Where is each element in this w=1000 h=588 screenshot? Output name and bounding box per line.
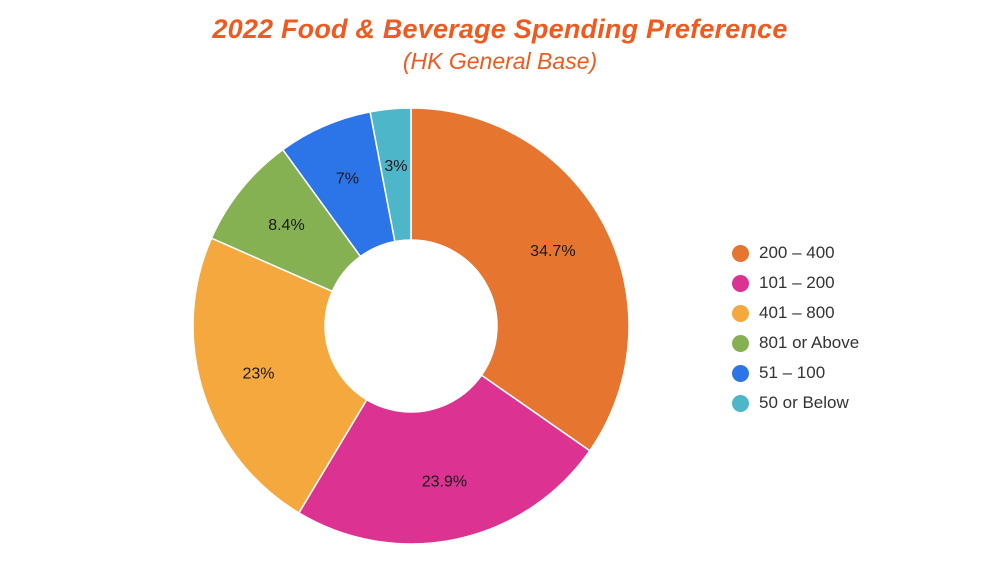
legend-item-101-200[interactable]: 101 – 200 bbox=[732, 268, 859, 298]
legend-swatch bbox=[732, 244, 749, 262]
legend-item-200-400[interactable]: 200 – 400 bbox=[732, 238, 859, 268]
data-label-401-800: 23% bbox=[243, 366, 275, 383]
legend-swatch bbox=[732, 364, 749, 382]
slice-101-200[interactable] bbox=[297, 374, 591, 545]
legend-swatch bbox=[732, 304, 749, 322]
chart-legend: 200 – 400 101 – 200 401 – 800 801 or Above 5… bbox=[732, 238, 859, 418]
data-label-200-400: 34.7% bbox=[530, 243, 575, 260]
data-label-50-or-below: 3% bbox=[384, 158, 407, 175]
legend-swatch bbox=[732, 334, 749, 352]
legend-label: 401 – 800 bbox=[759, 303, 835, 322]
legend-label: 101 – 200 bbox=[759, 273, 835, 292]
legend-label: 50 or Below bbox=[759, 393, 849, 412]
data-label-51-100: 7% bbox=[336, 170, 359, 187]
chart-subtitle: (HK General Base) bbox=[402, 48, 598, 74]
chart-title: 2022 Food & Beverage Spending Preference bbox=[212, 14, 788, 44]
slice-50-or-below[interactable] bbox=[369, 107, 412, 243]
legend-item-801-or-above[interactable]: 801 or Above bbox=[732, 328, 859, 358]
data-label-801-or-above: 8.4% bbox=[268, 217, 304, 234]
legend-item-401-800[interactable]: 401 – 800 bbox=[732, 298, 859, 328]
legend-swatch bbox=[732, 274, 749, 292]
legend-item-50-or-below[interactable]: 50 or Below bbox=[732, 388, 859, 418]
legend-item-51-100[interactable]: 51 – 100 bbox=[732, 358, 859, 388]
legend-label: 801 or Above bbox=[759, 333, 860, 352]
slice-401-800[interactable] bbox=[192, 237, 368, 514]
slice-200-400[interactable] bbox=[410, 107, 630, 452]
legend-swatch bbox=[732, 394, 749, 412]
data-label-101-200: 23.9% bbox=[422, 474, 467, 491]
legend-label: 51 – 100 bbox=[759, 363, 826, 382]
legend-label: 200 – 400 bbox=[759, 243, 835, 262]
